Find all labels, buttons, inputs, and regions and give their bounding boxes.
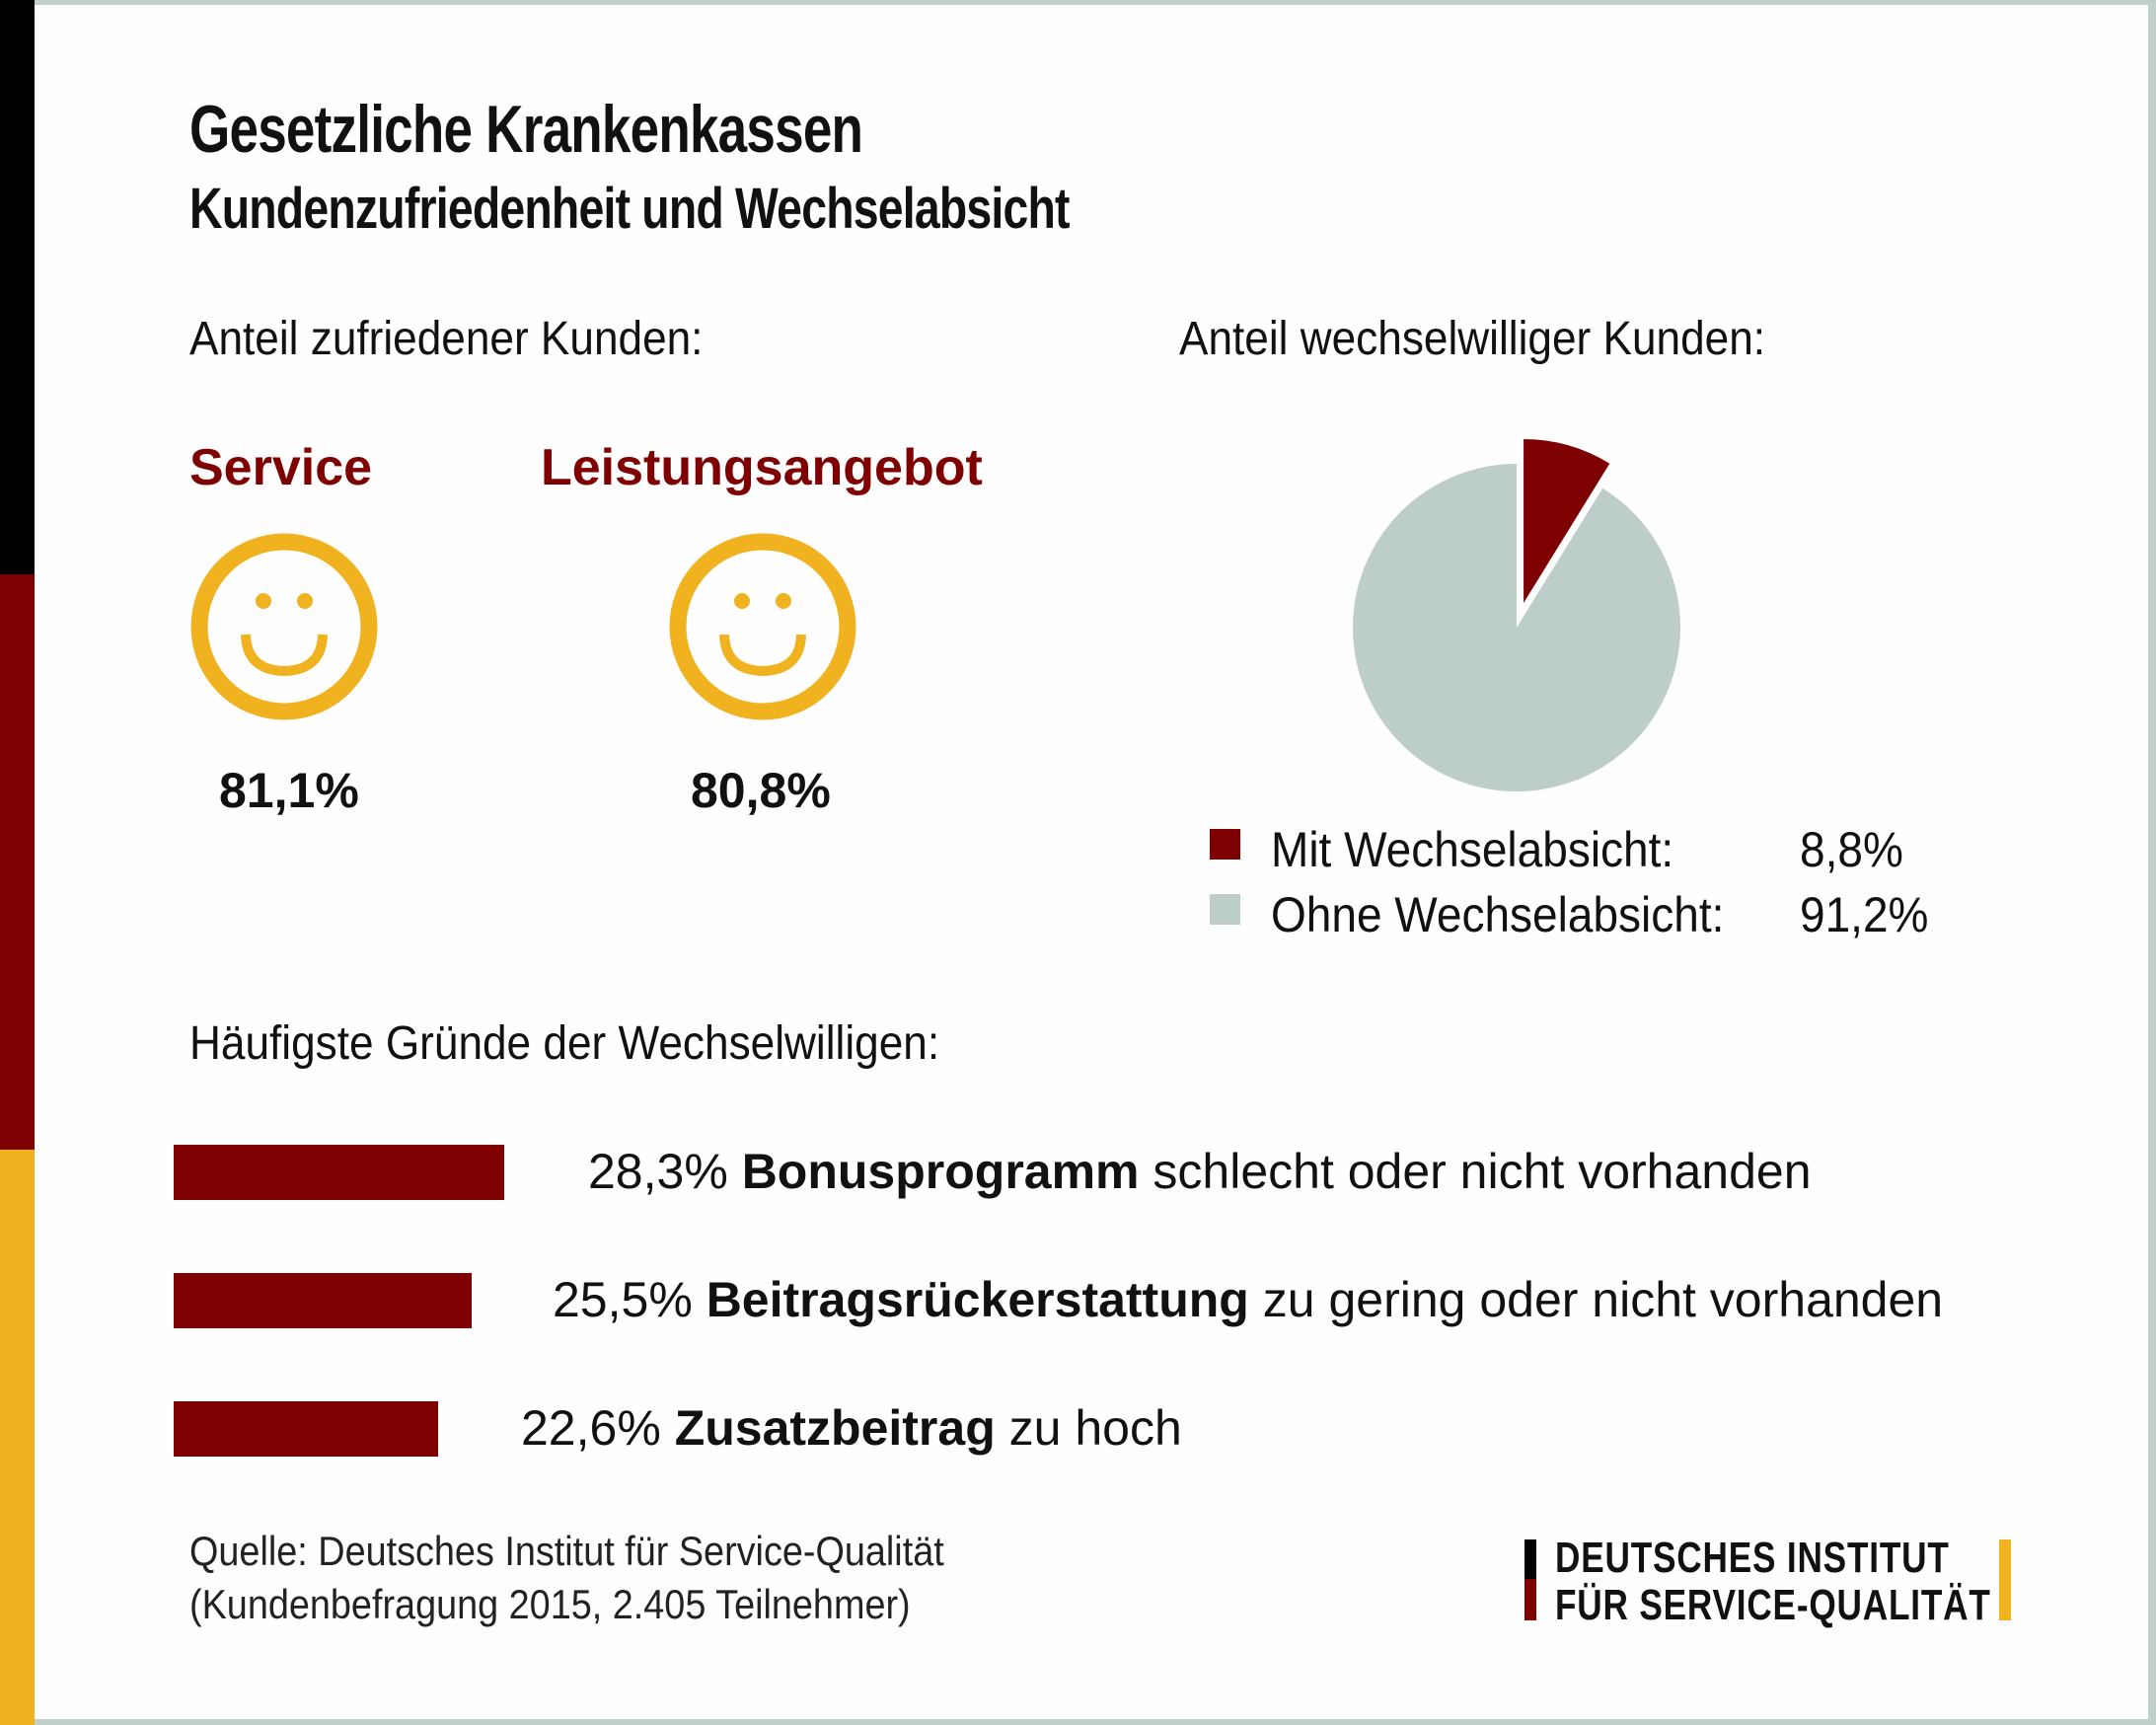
legend-swatch-ohne bbox=[1210, 894, 1240, 925]
switching-heading: Anteil wechselwilliger Kunden: bbox=[1179, 313, 1766, 365]
bar-beitragsrückerstattung bbox=[174, 1273, 472, 1328]
bar-category-label: Zusatzbeitrag bbox=[674, 1400, 996, 1456]
legend-label-ohne: Ohne Wechselabsicht: bbox=[1271, 887, 1725, 942]
satisfaction-heading: Anteil zufriedener Kunden: bbox=[189, 313, 704, 365]
bar-description: zu hoch bbox=[1008, 1400, 1182, 1456]
bar-zusatzbeitrag bbox=[174, 1401, 438, 1457]
bar-category-label: Beitragsrückerstattung bbox=[706, 1272, 1249, 1327]
leistungsangebot-percentage: 80,8% bbox=[691, 763, 831, 818]
source-line-2: (Kundenbefragung 2015, 2.405 Teilnehmer) bbox=[189, 1581, 911, 1627]
bar-value-label: 28,3% bbox=[588, 1144, 728, 1199]
flag-stripe-red bbox=[0, 574, 35, 1150]
bar-label: 22,6% Zusatzbeitrag zu hoch bbox=[521, 1399, 1182, 1457]
bar-description: zu gering oder nicht vorhanden bbox=[1262, 1272, 1944, 1327]
page-title: Gesetzliche Krankenkassen bbox=[189, 92, 863, 167]
logo-bar-black bbox=[1524, 1539, 1536, 1579]
logo-text-line-2: FÜR SERVICE-QUALITÄT bbox=[1555, 1581, 1991, 1629]
reasons-heading: Häufigste Gründe der Wechselwilligen: bbox=[189, 1017, 940, 1070]
category-label-service: Service bbox=[189, 439, 373, 496]
legend-swatch-mit bbox=[1210, 829, 1240, 860]
bar-value-label: 25,5% bbox=[553, 1272, 693, 1327]
legend-label-mit: Mit Wechselabsicht: bbox=[1271, 822, 1674, 877]
logo-text-line-1: DEUTSCHES INSTITUT bbox=[1555, 1534, 1950, 1582]
bar-bonusprogramm bbox=[174, 1145, 504, 1200]
bar-value-label: 22,6% bbox=[521, 1400, 661, 1456]
bar-label: 25,5% Beitragsrückerstattung zu gering o… bbox=[553, 1271, 1943, 1328]
bar-label: 28,3% Bonusprogramm schlecht oder nicht … bbox=[588, 1143, 1812, 1200]
category-label-leistungsangebot: Leistungsangebot bbox=[541, 439, 983, 496]
legend-value-ohne: 91,2% bbox=[1800, 887, 1929, 942]
logo-bar-gold bbox=[1999, 1539, 2011, 1620]
legend-value-mit: 8,8% bbox=[1800, 822, 1903, 877]
flag-stripe-black bbox=[0, 0, 35, 574]
page-subtitle: Kundenzufriedenheit und Wechselabsicht bbox=[189, 177, 1070, 241]
service-percentage: 81,1% bbox=[219, 763, 359, 818]
bar-description: schlecht oder nicht vorhanden bbox=[1152, 1144, 1812, 1199]
source-line-1: Quelle: Deutsches Institut für Service-Q… bbox=[189, 1528, 944, 1574]
logo-bar-red bbox=[1524, 1579, 1536, 1620]
flag-stripe-gold bbox=[0, 1150, 35, 1725]
smiley-icon bbox=[669, 533, 856, 720]
smiley-icon bbox=[190, 533, 378, 720]
bar-category-label: Bonusprogramm bbox=[741, 1144, 1140, 1199]
